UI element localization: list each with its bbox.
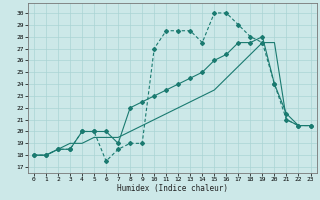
X-axis label: Humidex (Indice chaleur): Humidex (Indice chaleur) <box>117 184 228 193</box>
